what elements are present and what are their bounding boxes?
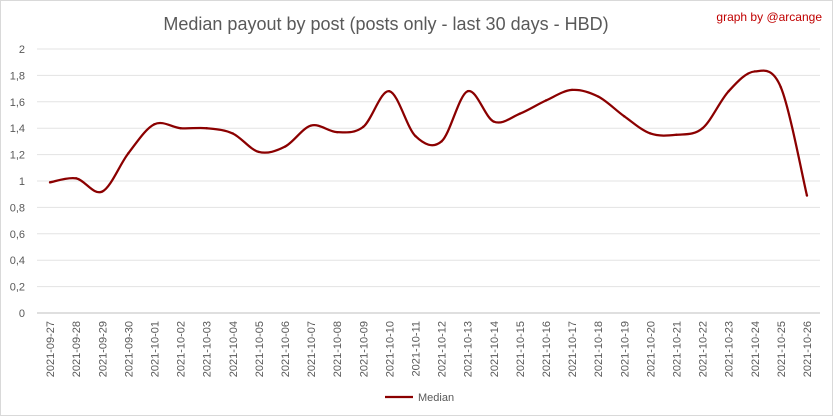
x-tick-label: 2021-10-07	[306, 321, 318, 377]
x-tick-label: 2021-09-28	[71, 321, 83, 377]
data-point	[596, 95, 600, 98]
data-point	[48, 181, 52, 184]
x-tick-label: 2021-10-17	[567, 321, 579, 377]
data-point	[153, 123, 156, 126]
x-tick-label: 2021-10-02	[176, 321, 188, 377]
data-point	[309, 124, 313, 127]
x-axis-tick-labels: 2021-09-27 2021-09-28 2021-09-29 2021-09-30…	[45, 321, 814, 377]
data-point	[466, 90, 469, 93]
legend: Median	[385, 392, 454, 404]
y-tick-label: 1	[19, 176, 25, 188]
x-tick-label: 2021-09-29	[97, 321, 109, 377]
data-point	[779, 86, 783, 89]
y-tick-label: 1,2	[10, 150, 25, 162]
y-tick-label: 0,4	[10, 255, 25, 267]
y-tick-label: 1,6	[10, 97, 25, 109]
x-tick-label: 2021-10-13	[463, 321, 475, 377]
legend-label-median: Median	[418, 392, 454, 404]
y-tick-label: 0,2	[10, 282, 25, 294]
x-tick-label: 2021-10-03	[202, 321, 214, 377]
x-tick-label: 2021-10-22	[698, 321, 710, 377]
data-point	[101, 190, 104, 193]
data-point	[127, 152, 130, 155]
y-tick-label: 2	[19, 44, 25, 56]
data-point	[231, 132, 234, 135]
data-point	[257, 150, 261, 154]
x-tick-label: 2021-09-30	[123, 321, 135, 377]
gridlines	[37, 48, 820, 314]
x-tick-label: 2021-10-19	[619, 321, 631, 377]
data-point	[362, 125, 365, 129]
x-tick-label: 2021-10-10	[384, 321, 396, 377]
data-point	[74, 177, 78, 180]
y-tick-label: 0,8	[10, 202, 25, 214]
x-tick-label: 2021-10-11	[410, 321, 422, 376]
x-tick-label: 2021-10-14	[489, 321, 501, 377]
y-axis-tick-labels: 0 0,2 0,4 0,6 0,8 1 1,2 1,4 1,6 1,8 2	[10, 44, 25, 320]
data-point	[388, 90, 391, 93]
series-line-median	[48, 69, 809, 197]
x-tick-label: 2021-10-08	[332, 321, 344, 377]
x-tick-label: 2021-10-21	[671, 321, 683, 377]
x-tick-label: 2021-10-20	[645, 321, 657, 377]
data-point	[440, 140, 443, 143]
y-tick-label: 1,8	[10, 70, 25, 82]
data-point	[753, 70, 756, 73]
x-tick-label: 2021-10-18	[593, 321, 605, 377]
y-tick-label: 0,6	[10, 229, 25, 241]
data-point	[727, 90, 730, 93]
watermark-text: graph by @arcange	[716, 10, 822, 24]
data-point	[623, 115, 626, 118]
x-tick-label: 2021-10-26	[802, 321, 814, 377]
x-tick-label: 2021-10-09	[358, 321, 370, 377]
x-tick-label: 2021-10-01	[149, 321, 161, 377]
chart-title: Median payout by post (posts only - last…	[163, 14, 608, 34]
x-tick-label: 2021-10-25	[776, 321, 788, 377]
x-tick-label: 2021-10-15	[515, 321, 527, 377]
x-tick-label: 2021-10-23	[724, 321, 736, 377]
y-tick-label: 0	[19, 308, 25, 320]
x-tick-label: 2021-10-16	[541, 321, 553, 377]
data-point	[492, 120, 495, 123]
data-point	[701, 127, 704, 130]
data-point	[649, 132, 652, 135]
data-point	[414, 134, 417, 138]
data-point	[675, 133, 678, 136]
data-point	[805, 194, 809, 197]
data-point	[179, 127, 182, 130]
data-point	[518, 112, 522, 115]
data-point	[205, 127, 208, 130]
x-tick-label: 2021-10-05	[254, 321, 266, 377]
data-point	[544, 99, 548, 102]
data-point	[570, 88, 574, 92]
data-point	[283, 145, 287, 148]
x-tick-label: 2021-10-24	[750, 321, 762, 377]
x-tick-label: 2021-10-04	[228, 321, 240, 377]
x-tick-label: 2021-09-27	[45, 321, 57, 377]
x-tick-label: 2021-10-12	[437, 321, 449, 377]
x-tick-label: 2021-10-06	[280, 321, 292, 377]
data-point	[335, 130, 339, 134]
y-tick-label: 1,4	[10, 123, 25, 135]
series-layer	[48, 69, 809, 197]
